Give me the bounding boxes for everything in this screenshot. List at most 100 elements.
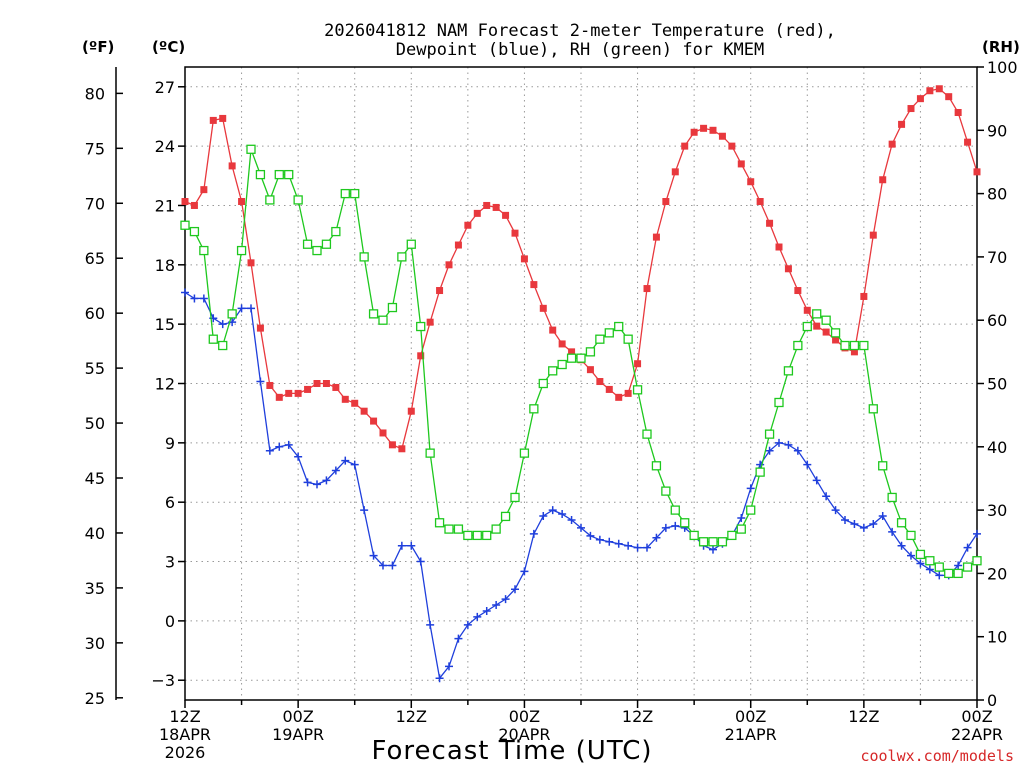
data-point — [566, 353, 577, 363]
data-point — [737, 514, 746, 523]
data-point — [529, 529, 538, 538]
data-point — [737, 160, 745, 168]
data-point — [774, 397, 784, 408]
data-point — [671, 521, 680, 530]
data-point — [208, 334, 218, 344]
fahrenheit-tick-label: 45 — [85, 469, 105, 488]
data-point — [803, 460, 812, 469]
grid-lines — [185, 67, 977, 700]
data-point — [520, 255, 528, 263]
data-point — [378, 315, 388, 325]
data-point — [548, 366, 558, 376]
celsius-tick-label: 9 — [165, 434, 175, 453]
data-point — [728, 142, 736, 150]
data-point — [709, 126, 717, 134]
data-point — [898, 120, 906, 128]
data-point — [830, 328, 841, 338]
data-point — [218, 320, 227, 329]
data-point — [747, 178, 755, 186]
data-point — [577, 523, 585, 532]
data-point — [227, 309, 237, 319]
data-point — [416, 321, 426, 332]
data-point — [549, 326, 557, 334]
data-point — [671, 168, 679, 176]
data-point — [935, 571, 944, 580]
fahrenheit-tick-label: 70 — [85, 194, 105, 213]
x-tick-label: 12Z — [169, 707, 200, 726]
x-axis-title: Forecast Time (UTC) — [371, 736, 652, 766]
data-point — [652, 533, 661, 542]
data-point — [888, 527, 897, 536]
data-point — [831, 506, 840, 515]
data-point — [822, 492, 831, 501]
data-point — [717, 537, 728, 547]
fahrenheit-tick-label: 40 — [85, 524, 105, 543]
data-point — [632, 385, 643, 395]
data-point — [199, 245, 209, 256]
data-point — [604, 328, 614, 338]
data-point — [370, 417, 378, 425]
data-point — [520, 567, 529, 576]
data-point — [793, 446, 802, 455]
rh-tick-label: 70 — [987, 248, 1007, 267]
data-point — [879, 176, 887, 184]
data-point — [510, 492, 520, 503]
data-point — [897, 541, 906, 550]
data-point — [624, 389, 632, 397]
data-point — [219, 114, 227, 122]
data-point — [500, 511, 511, 522]
data-point — [407, 407, 415, 415]
data-point — [670, 505, 680, 515]
data-point — [312, 245, 322, 256]
data-point — [539, 304, 547, 312]
data-point — [293, 195, 303, 205]
celsius-unit-label: (ºC) — [152, 38, 185, 56]
data-point — [434, 518, 445, 528]
data-point — [368, 309, 379, 319]
data-point — [388, 441, 396, 449]
data-point — [397, 541, 406, 550]
data-point — [529, 404, 539, 414]
x-tick-label: 12Z — [622, 707, 653, 726]
data-point — [586, 366, 594, 374]
axis-ticks: −3 0 3 6 9 12 15 18 21 24 27 25 30 35 40 45 50 55 60 65 70 75… — [85, 58, 1018, 762]
data-point — [689, 530, 699, 541]
data-point — [350, 460, 359, 469]
data-point — [718, 132, 726, 140]
data-point — [189, 226, 200, 237]
data-point — [878, 461, 888, 471]
data-point — [708, 537, 718, 547]
data-point — [284, 169, 294, 180]
data-point — [294, 452, 303, 461]
data-point — [256, 324, 264, 332]
x-tick-label: 00Z — [509, 707, 540, 726]
celsius-tick-label: 12 — [155, 375, 175, 394]
data-point — [397, 252, 407, 262]
celsius-tick-label: 27 — [155, 78, 175, 97]
celsius-tick-label: 3 — [165, 553, 175, 572]
data-point — [483, 201, 491, 209]
data-point — [944, 568, 954, 579]
data-point — [680, 518, 690, 528]
data-point — [209, 116, 217, 124]
series-line — [184, 88, 978, 450]
x-tick-label: 12Z — [848, 707, 879, 726]
data-point — [482, 530, 492, 541]
data-point — [623, 334, 633, 344]
data-point — [945, 93, 953, 101]
data-point — [736, 524, 746, 534]
x-tick-label: 2026 — [165, 743, 206, 762]
x-tick-label: 18APR — [159, 725, 211, 744]
data-point — [436, 287, 444, 295]
data-point — [878, 512, 887, 521]
rh-tick-label: 30 — [987, 501, 1007, 520]
data-point — [519, 448, 530, 458]
data-point — [530, 281, 538, 289]
data-point — [294, 389, 302, 397]
data-point — [661, 486, 671, 496]
data-point — [624, 541, 633, 550]
data-point — [406, 239, 416, 249]
data-point — [190, 201, 198, 209]
fahrenheit-tick-label: 35 — [85, 579, 105, 598]
